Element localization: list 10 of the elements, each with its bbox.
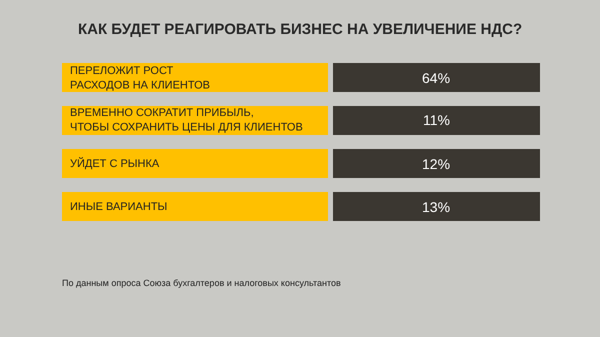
text: КАК БУДЕТ РЕАГИРОВАТЬ БИЗНЕС НА УВЕЛИЧЕНИЕ НДС? bbox=[78, 21, 522, 38]
category-label: ПЕРЕЛОЖИТ РОСТ РАСХОДОВ НА КЛИЕНТОВ bbox=[70, 65, 210, 92]
category-label: ВРЕМЕННО СОКРАТИТ ПРИБЫЛЬ, ЧТОБЫ СОХРАНИТЬ ЦЕНЫ ДЛЯ КЛИЕНТОВ bbox=[70, 107, 303, 134]
category-label: УЙДЕТ С РЫНКА bbox=[70, 157, 160, 170]
data-label: 13% bbox=[422, 199, 450, 215]
data-label: 11% bbox=[423, 112, 450, 128]
category-label: ИНЫЕ ВАРИАНТЫ bbox=[70, 201, 168, 213]
data-label: 12% bbox=[422, 156, 450, 172]
data-label: 64% bbox=[422, 70, 450, 86]
text: По данным опроса Союза бухгалтеров и налоговых консультантов bbox=[62, 278, 342, 288]
